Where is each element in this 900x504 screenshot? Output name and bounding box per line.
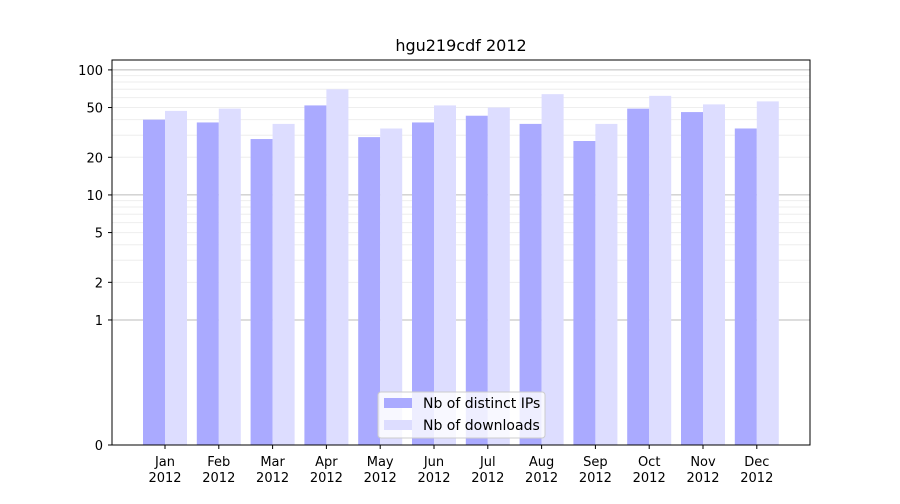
- bar-downloads: [756, 101, 779, 445]
- legend-label-ips: Nb of distinct IPs: [423, 396, 540, 412]
- bar-downloads: [649, 95, 672, 446]
- chart-title: hgu219cdf 2012: [395, 36, 526, 55]
- y-tick-label: 50: [86, 102, 103, 117]
- bar-ips: [627, 108, 650, 445]
- bar-downloads: [380, 128, 403, 445]
- legend: Nb of distinct IPs Nb of downloads: [377, 391, 546, 439]
- x-tick-label: Jan 2012: [148, 455, 181, 486]
- x-tick-label: Sep 2012: [579, 455, 612, 486]
- y-tick-label: 0: [95, 439, 103, 454]
- y-tick-label: 2: [95, 276, 103, 291]
- bar-downloads: [541, 94, 564, 446]
- y-tick-label: 5: [95, 227, 103, 242]
- bar-ips: [304, 105, 327, 446]
- x-tick-label: May 2012: [364, 455, 397, 486]
- bar-downloads: [218, 108, 241, 445]
- bar-ips: [358, 137, 381, 445]
- x-tick-label: Aug 2012: [525, 455, 558, 486]
- bar-ips: [196, 122, 219, 445]
- x-tick-label: Nov 2012: [686, 455, 719, 486]
- bar-downloads: [165, 110, 187, 445]
- x-tick-label: Feb 2012: [202, 455, 235, 486]
- bar-ips: [143, 119, 165, 446]
- bar-ips: [465, 115, 488, 445]
- x-tick-label: Jun 2012: [417, 455, 450, 486]
- bar-ips: [519, 123, 542, 445]
- bar-downloads: [434, 105, 456, 446]
- bar-downloads: [703, 104, 725, 445]
- legend-frame: [377, 391, 546, 439]
- bar-downloads: [595, 123, 618, 445]
- y-tick-label: 1: [95, 314, 103, 329]
- bar-ips: [573, 140, 596, 445]
- bar-downloads: [487, 107, 510, 446]
- bar-ips: [681, 112, 703, 445]
- x-tick-label: Dec 2012: [740, 455, 773, 486]
- bars: [143, 89, 779, 446]
- bar-ips: [412, 122, 434, 445]
- y-tick-label: 20: [86, 151, 103, 166]
- bar-downloads: [272, 123, 295, 445]
- x-tick-label: Apr 2012: [310, 455, 343, 486]
- y-tick-label: 10: [86, 189, 103, 204]
- bar-ips: [250, 139, 273, 445]
- x-tick-label: Jul 2012: [471, 455, 504, 486]
- bar-downloads: [326, 89, 349, 445]
- plot-frame: [111, 59, 811, 446]
- x-tick-label: Oct 2012: [633, 455, 666, 486]
- bar-ips: [734, 128, 757, 445]
- legend-label-downloads: Nb of downloads: [423, 418, 540, 434]
- x-tick-label: Mar 2012: [256, 455, 289, 486]
- y-tick-label: 100: [78, 64, 103, 79]
- axes: Jan 2012 Feb 2012 Mar 2012 Apr 2012 May 2012 Jun 20…: [78, 59, 811, 486]
- legend-swatch-ips: [384, 398, 412, 408]
- legend-swatch-downloads: [384, 420, 412, 430]
